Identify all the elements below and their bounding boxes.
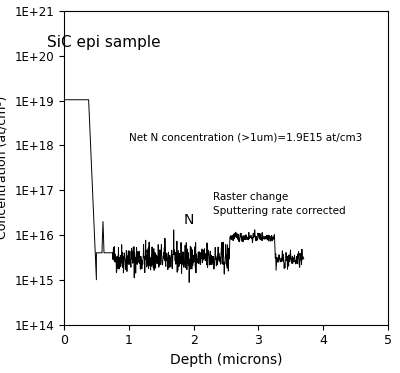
Text: Net N concentration (>1um)=1.9E15 at/cm3: Net N concentration (>1um)=1.9E15 at/cm3: [129, 132, 362, 142]
Y-axis label: Concentration (at/cm³): Concentration (at/cm³): [0, 96, 9, 239]
Text: Raster change
Sputtering rate corrected: Raster change Sputtering rate corrected: [213, 192, 346, 216]
Text: N: N: [184, 213, 194, 227]
X-axis label: Depth (microns): Depth (microns): [170, 353, 282, 367]
Text: SiC epi sample: SiC epi sample: [47, 35, 161, 50]
